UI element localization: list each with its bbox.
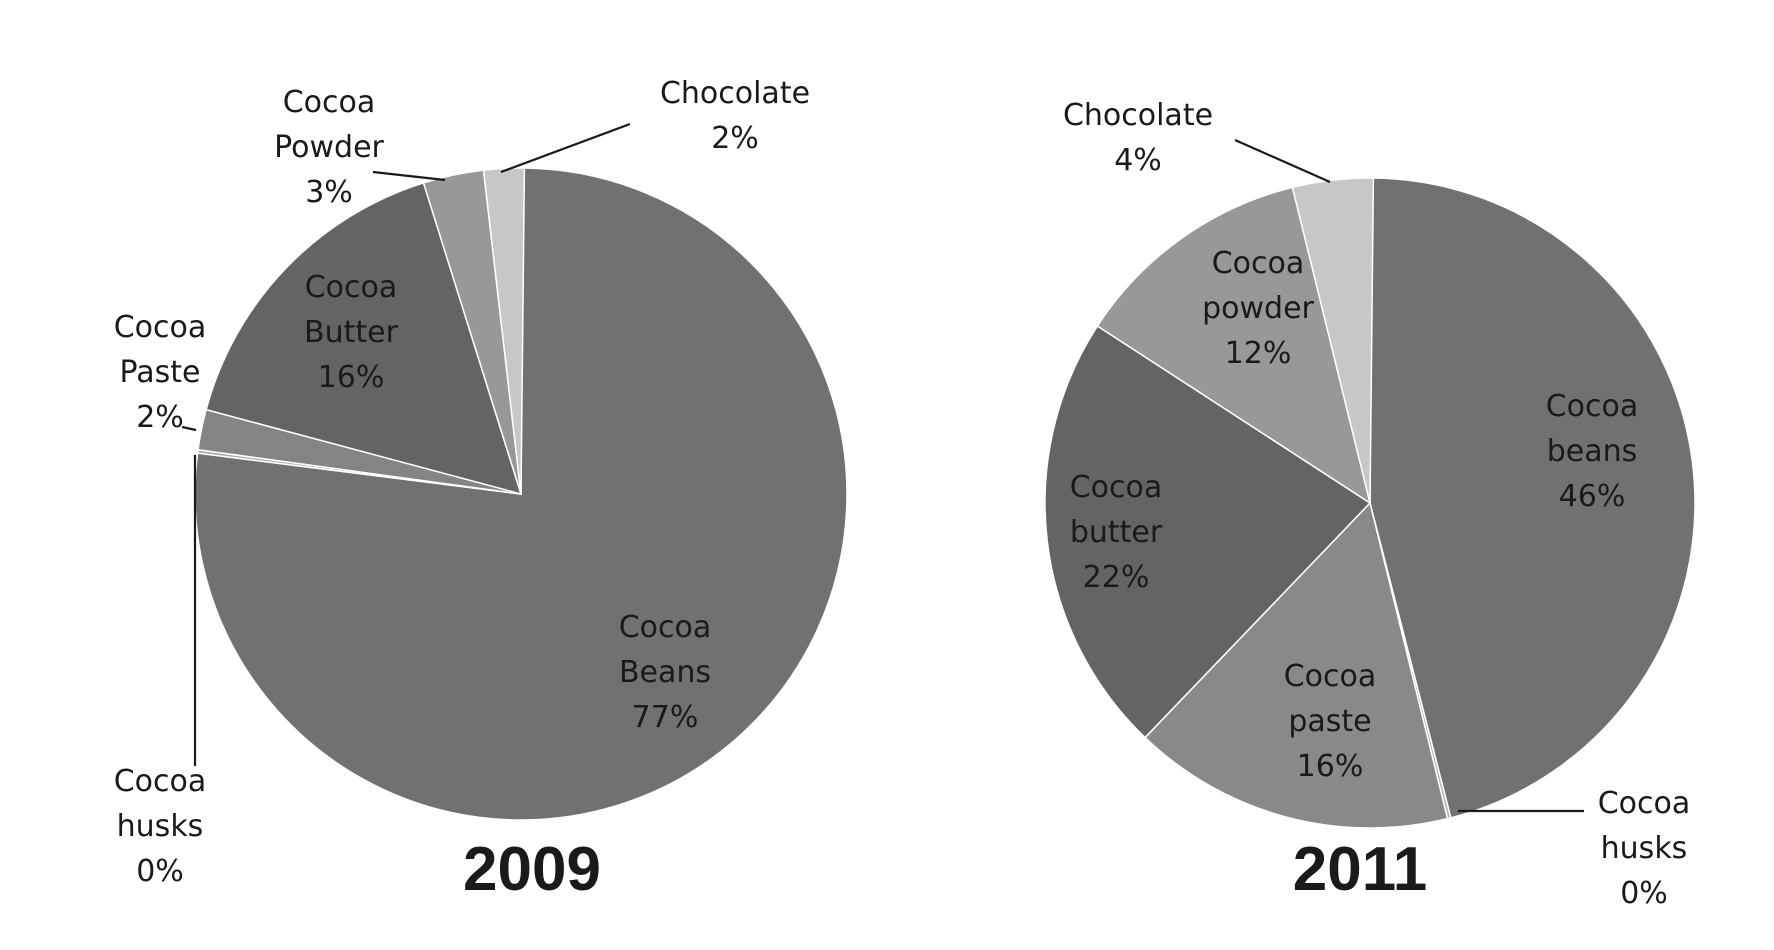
pie-slice-cocoa-powder-2011: [1096, 186, 1372, 505]
leader-line-cocoa-powder-2009: [372, 170, 446, 182]
pie-slice-cocoa-beans-2011: [1369, 177, 1696, 819]
slice-label-line: Cocoa: [1546, 389, 1639, 424]
pie-chart-2009: Cocoa Beans 77%Cocoa husks 0%Cocoa Paste 2%Coc…: [114, 76, 848, 889]
slice-label-cocoa-powder-2009: Cocoa Powder 3%: [274, 85, 384, 210]
slice-label-line: Cocoa: [283, 85, 376, 120]
slice-label-line: Cocoa: [1284, 659, 1377, 694]
slice-label-cocoa-paste-2009: Cocoa Paste 2%: [114, 310, 207, 435]
slice-label-line: 2%: [136, 400, 184, 435]
slice-label-line: 4%: [1114, 143, 1162, 178]
slice-label-line: Cocoa: [1212, 246, 1305, 281]
slice-label-line: Powder: [274, 130, 384, 165]
pie-chart-2011: Cocoa beans 46%Cocoa husks 0%Cocoa paste 16%Co…: [1044, 98, 1696, 911]
slice-label-chocolate-2011: Chocolate 4%: [1063, 98, 1213, 178]
slice-label-line: Cocoa: [114, 310, 207, 345]
chart-title-2009: 2009: [463, 835, 601, 904]
pie-slice-chocolate-2009: [482, 167, 526, 495]
leader-line-cocoa-paste-2009: [181, 425, 197, 432]
slice-label-chocolate-2009: Chocolate 2%: [660, 76, 810, 156]
slice-label-line: Paste: [120, 355, 201, 390]
slice-label-cocoa-husks-2009: Cocoa husks 0%: [114, 764, 207, 889]
slice-label-line: paste: [1288, 704, 1371, 739]
pie-slice-cocoa-paste-2011: [1143, 501, 1449, 829]
slice-label-line: Cocoa: [1070, 470, 1163, 505]
slice-label-line: butter: [1070, 515, 1163, 550]
slice-label-cocoa-paste-2011: Cocoa paste 16%: [1284, 659, 1377, 784]
slice-label-line: 16%: [1297, 749, 1364, 784]
slice-label-line: 2%: [711, 121, 759, 156]
slice-label-line: Cocoa: [114, 764, 207, 799]
slice-label-line: Cocoa: [619, 610, 712, 645]
slice-label-line: Chocolate: [1063, 98, 1213, 133]
leader-line-chocolate-2011: [1234, 138, 1331, 184]
slice-label-cocoa-beans-2009: Cocoa Beans 77%: [619, 610, 712, 735]
slice-label-line: Cocoa: [1598, 786, 1691, 821]
slice-label-line: 12%: [1225, 336, 1292, 371]
slice-label-line: beans: [1547, 434, 1638, 469]
slice-label-cocoa-powder-2011: Cocoa powder 12%: [1202, 246, 1314, 371]
slice-label-line: 16%: [318, 360, 385, 395]
slice-label-line: 77%: [632, 700, 699, 735]
leader-line-chocolate-2009: [500, 122, 631, 174]
slice-label-line: 0%: [1620, 876, 1668, 911]
slice-label-cocoa-butter-2009: Cocoa Butter 16%: [304, 270, 399, 395]
pie-slice-chocolate-2011: [1291, 177, 1375, 504]
pie-slice-cocoa-butter-2009: [205, 181, 523, 496]
slice-label-line: 0%: [136, 854, 184, 889]
chart-title-2011: 2011: [1293, 835, 1428, 904]
slice-label-line: Beans: [619, 655, 711, 690]
slice-label-cocoa-butter-2011: Cocoa butter 22%: [1070, 470, 1163, 595]
slice-label-line: 22%: [1083, 560, 1150, 595]
slice-label-cocoa-husks-2011: Cocoa husks 0%: [1598, 786, 1691, 911]
slice-label-line: Chocolate: [660, 76, 810, 111]
slice-label-line: husks: [117, 809, 204, 844]
slice-label-line: 3%: [305, 175, 353, 210]
pie-slice-cocoa-butter-2011: [1044, 324, 1372, 739]
slice-label-cocoa-beans-2011: Cocoa beans 46%: [1546, 389, 1639, 514]
slice-label-line: 46%: [1559, 479, 1626, 514]
slice-label-line: Butter: [304, 315, 399, 350]
slice-label-line: Cocoa: [305, 270, 398, 305]
slice-label-line: powder: [1202, 291, 1314, 326]
slice-label-line: husks: [1601, 831, 1688, 866]
